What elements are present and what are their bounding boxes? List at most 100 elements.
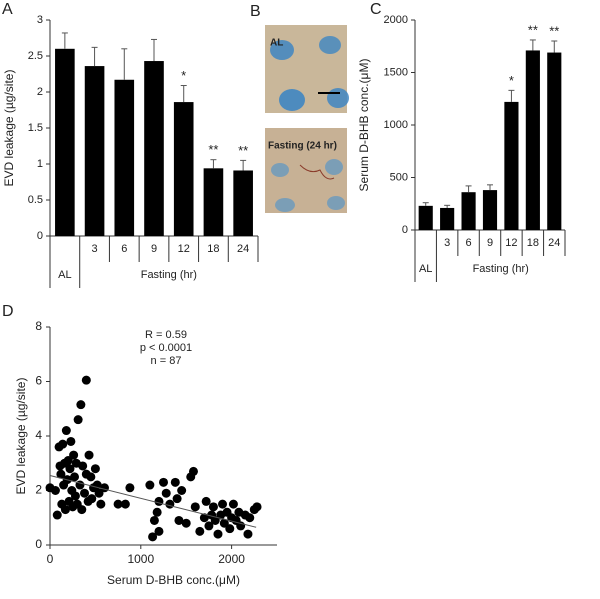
point xyxy=(199,513,209,523)
x-tick-label: 24 xyxy=(548,237,560,249)
panel-label: D xyxy=(2,303,14,320)
y-tick-label: 2 xyxy=(37,86,43,98)
x-tick-label: 9 xyxy=(151,243,157,255)
point xyxy=(243,529,253,539)
x-axis-label: Serum D-BHB conc.(μM) xyxy=(107,573,240,587)
y-tick-label: 1 xyxy=(37,158,43,170)
x-tick-label: 2000 xyxy=(218,552,245,566)
annotation: n = 87 xyxy=(151,355,182,367)
x-tick-label: 12 xyxy=(178,243,190,255)
photo-label: Fasting (24 hr) xyxy=(268,141,337,152)
significance-label: ** xyxy=(238,143,248,158)
point xyxy=(154,526,164,536)
point xyxy=(208,502,218,512)
y-tick-label: 0 xyxy=(37,230,43,242)
panel-label: B xyxy=(250,3,261,20)
point xyxy=(218,499,228,509)
point xyxy=(177,486,187,495)
significance-label: ** xyxy=(208,142,218,157)
significance-label: ** xyxy=(528,22,538,37)
trendline xyxy=(49,475,257,528)
point xyxy=(204,521,214,531)
y-tick-label: 6 xyxy=(35,374,42,388)
point xyxy=(84,450,94,460)
point xyxy=(113,499,123,509)
point xyxy=(228,499,238,509)
bar xyxy=(461,192,476,230)
point xyxy=(80,488,90,498)
point xyxy=(195,526,205,536)
y-axis-label: EVD leakage (µg/site) xyxy=(2,70,16,187)
y-axis-label: EVD leakage (µg/site) xyxy=(14,378,28,495)
point xyxy=(125,483,135,493)
point xyxy=(219,518,229,528)
y-axis-label: Serum D-BHB conc.(μM) xyxy=(357,59,371,192)
point xyxy=(66,436,76,446)
y-tick-label: 8 xyxy=(35,319,42,333)
point xyxy=(120,499,130,509)
point xyxy=(149,515,159,525)
point xyxy=(52,510,62,520)
annotation: p < 0.0001 xyxy=(140,342,192,354)
significance-label: ** xyxy=(549,23,559,38)
x-tick-label: 3 xyxy=(444,237,450,249)
point xyxy=(87,494,97,504)
point xyxy=(78,461,88,471)
bar xyxy=(418,205,433,230)
photo: AL xyxy=(265,25,349,113)
point xyxy=(65,464,75,474)
x-tick-label: AL xyxy=(419,263,432,275)
group-label: Fasting (hr) xyxy=(141,269,197,281)
bar xyxy=(233,170,253,236)
point xyxy=(60,505,70,515)
point xyxy=(181,518,191,528)
x-tick-label: 6 xyxy=(466,237,472,249)
y-tick-label: 1.5 xyxy=(28,122,43,134)
bar xyxy=(482,190,498,230)
point xyxy=(201,496,211,506)
x-tick-label: 1000 xyxy=(127,552,154,566)
point xyxy=(63,456,73,466)
x-tick-label: 18 xyxy=(207,243,219,255)
point xyxy=(170,477,180,487)
point xyxy=(165,499,175,509)
y-tick-label: 2000 xyxy=(384,14,408,26)
point xyxy=(81,375,91,385)
point xyxy=(188,466,198,476)
y-tick-label: 1000 xyxy=(384,119,408,131)
point xyxy=(213,529,223,539)
point xyxy=(99,483,109,493)
y-tick-label: 500 xyxy=(390,171,408,183)
point xyxy=(154,496,164,506)
point xyxy=(70,491,80,501)
photo-label: AL xyxy=(270,38,283,49)
point xyxy=(152,507,162,517)
y-tick-label: 2.5 xyxy=(28,50,43,62)
y-tick-label: 0.5 xyxy=(28,194,43,206)
x-tick-label: 0 xyxy=(47,552,54,566)
x-tick-label: 9 xyxy=(487,237,493,249)
y-tick-label: 2 xyxy=(35,483,42,497)
panel-label: A xyxy=(2,1,13,18)
point xyxy=(145,480,155,490)
point xyxy=(58,439,68,449)
point xyxy=(86,472,96,482)
significance-label: * xyxy=(509,73,514,88)
point xyxy=(174,515,184,525)
x-tick-label: AL xyxy=(58,269,71,281)
point xyxy=(69,450,79,460)
point xyxy=(90,464,100,474)
point xyxy=(76,400,86,410)
point xyxy=(56,469,66,479)
point xyxy=(210,515,220,525)
point xyxy=(245,513,255,523)
point xyxy=(96,499,106,509)
bar xyxy=(525,50,540,231)
point xyxy=(172,494,182,504)
bar xyxy=(114,79,135,236)
point xyxy=(252,502,262,512)
panel-label: C xyxy=(370,1,382,18)
point xyxy=(50,486,60,495)
point xyxy=(148,532,158,542)
